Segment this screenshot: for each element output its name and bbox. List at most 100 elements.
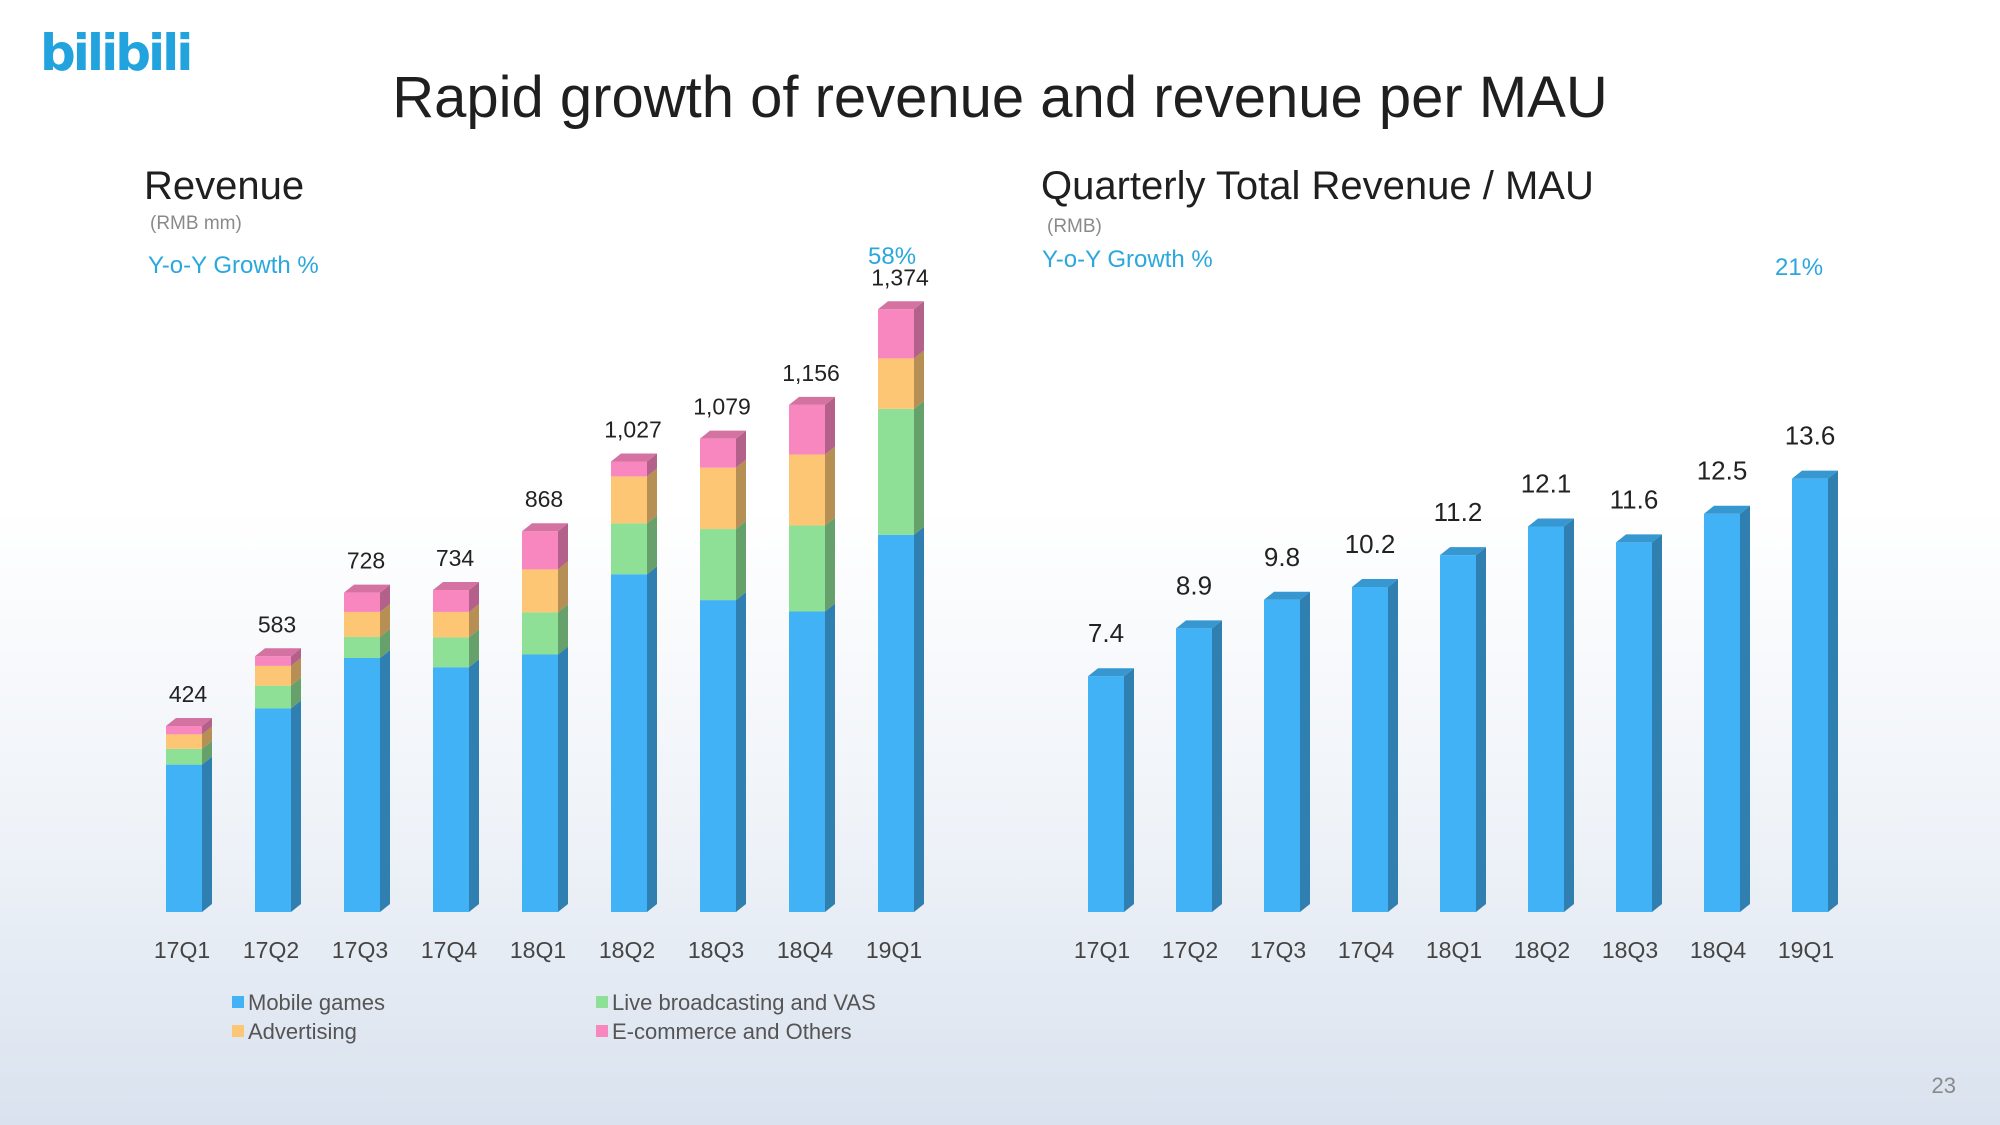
legend-label: Live broadcasting and VAS	[612, 990, 876, 1015]
bar-value-label: 9.8	[1264, 542, 1300, 572]
bar-segment-advertising	[789, 446, 835, 526]
mau-growth-label: Y-o-Y Growth %	[1042, 246, 1213, 273]
legend-label: Mobile games	[248, 990, 385, 1015]
revenue-chart: 424 17Q1 583 17Q2 728 17Q3 734 17Q4 868 18Q1 1,027…	[154, 264, 929, 963]
page-number: 23	[1931, 1073, 1956, 1098]
bar-segment-e-commerce-and-others	[878, 301, 924, 359]
bar-segment-live-broadcasting-and-vas	[611, 515, 657, 575]
mau-growth-value: 21%	[1775, 254, 1824, 281]
x-tick-label: 18Q3	[688, 937, 744, 963]
legend-item-live-broadcasting: Live broadcasting and VAS	[596, 990, 876, 1016]
bar-total-label: 868	[525, 486, 563, 512]
bar-segment-e-commerce-and-others	[522, 523, 568, 570]
bar-total-label: 583	[258, 611, 296, 637]
bar-segment-mobile-games	[700, 592, 746, 912]
bar-segment-advertising	[166, 726, 212, 749]
x-tick-label: 17Q4	[421, 937, 477, 963]
bar-segment-e-commerce-and-others	[611, 453, 657, 477]
bar-revenue-per-mau	[1528, 518, 1574, 912]
bar-segment-live-broadcasting-and-vas	[700, 521, 746, 601]
bar-total-label: 1,374	[871, 264, 929, 290]
bar-revenue-per-mau	[1264, 591, 1310, 912]
bar-value-label: 11.2	[1434, 497, 1483, 527]
x-tick-label: 19Q1	[866, 937, 922, 963]
x-tick-label: 18Q4	[777, 937, 833, 963]
mau-chart-title: Quarterly Total Revenue / MAU	[1041, 164, 1594, 208]
bar-revenue-per-mau	[1088, 668, 1134, 912]
bar-segment-advertising	[344, 603, 390, 637]
bar-segment-live-broadcasting-and-vas	[344, 628, 390, 659]
legend-swatch-mobile-games	[232, 996, 244, 1009]
bar-segment-advertising	[611, 468, 657, 524]
x-tick-label: 19Q1	[1778, 937, 1834, 963]
bar-value-label: 7.4	[1088, 618, 1124, 648]
bar-value-label: 12.1	[1521, 468, 1572, 498]
bar-segment-live-broadcasting-and-vas	[166, 740, 212, 765]
legend-swatch-advertising	[232, 1025, 244, 1038]
x-tick-label: 17Q2	[243, 937, 299, 963]
bar-segment-mobile-games	[878, 526, 924, 912]
bar-segment-live-broadcasting-and-vas	[433, 629, 479, 668]
bar-segment-advertising	[255, 657, 301, 686]
bar-segment-advertising	[433, 603, 479, 638]
x-tick-label: 18Q3	[1602, 937, 1658, 963]
bar-revenue-per-mau	[1704, 505, 1750, 912]
bilibili-logo: bilibili	[40, 24, 193, 82]
bar-segment-e-commerce-and-others	[700, 430, 746, 468]
bar-value-label: 11.6	[1610, 484, 1659, 514]
bar-total-label: 1,027	[604, 416, 662, 442]
bar-value-label: 13.6	[1785, 421, 1836, 451]
revenue-growth-value: 58%	[868, 243, 917, 270]
bar-revenue-per-mau	[1616, 534, 1662, 912]
x-tick-label: 18Q1	[1426, 937, 1482, 963]
x-tick-label: 17Q3	[332, 937, 388, 963]
bar-total-label: 1,156	[782, 360, 840, 386]
x-tick-label: 17Q3	[1250, 937, 1306, 963]
x-tick-label: 17Q1	[154, 937, 210, 963]
x-tick-label: 18Q1	[510, 937, 566, 963]
bar-total-label: 734	[436, 545, 475, 571]
bar-total-label: 1,079	[693, 394, 751, 420]
legend-label: E-commerce and Others	[612, 1019, 852, 1044]
bar-segment-live-broadcasting-and-vas	[255, 677, 301, 709]
bar-segment-advertising	[878, 350, 924, 409]
slide-title: Rapid growth of revenue and revenue per …	[392, 65, 1608, 130]
x-tick-label: 17Q4	[1338, 937, 1394, 963]
bar-segment-mobile-games	[522, 646, 568, 912]
legend-label: Advertising	[248, 1019, 357, 1044]
legend-item-ecommerce: E-commerce and Others	[596, 1019, 852, 1045]
legend-item-mobile-games: Mobile games	[232, 990, 385, 1016]
legend-swatch-ecommerce	[596, 1025, 608, 1038]
bar-value-label: 10.2	[1345, 529, 1396, 559]
bar-revenue-per-mau	[1352, 579, 1398, 912]
x-tick-label: 18Q2	[1514, 937, 1570, 963]
bar-value-label: 12.5	[1697, 456, 1748, 486]
bar-segment-e-commerce-and-others	[344, 584, 390, 612]
bar-segment-mobile-games	[255, 700, 301, 912]
x-tick-label: 17Q1	[1074, 937, 1130, 963]
bar-segment-live-broadcasting-and-vas	[878, 400, 924, 535]
mau-chart: 7.4 17Q1 8.9 17Q2 9.8 17Q3 10.2 17Q4 11.2 18Q1 12.…	[1074, 421, 1838, 963]
bar-segment-e-commerce-and-others	[789, 396, 835, 455]
revenue-chart-title: Revenue	[144, 164, 305, 208]
bar-segment-live-broadcasting-and-vas	[789, 517, 835, 612]
revenue-growth-label: Y-o-Y Growth %	[148, 252, 319, 279]
x-tick-label: 18Q2	[599, 937, 655, 963]
bar-revenue-per-mau	[1792, 470, 1838, 912]
x-tick-label: 18Q4	[1690, 937, 1746, 963]
bar-segment-advertising	[700, 459, 746, 530]
legend-item-advertising: Advertising	[232, 1019, 357, 1045]
bar-segment-e-commerce-and-others	[255, 648, 301, 666]
bar-segment-mobile-games	[611, 566, 657, 912]
bar-total-label: 424	[169, 681, 208, 707]
bar-revenue-per-mau	[1440, 547, 1486, 912]
revenue-chart-unit: (RMB mm)	[150, 213, 242, 234]
bar-segment-mobile-games	[344, 650, 390, 912]
mau-chart-unit: (RMB)	[1047, 216, 1102, 237]
bar-value-label: 8.9	[1176, 570, 1212, 600]
bar-revenue-per-mau	[1176, 620, 1222, 912]
bar-segment-advertising	[522, 561, 568, 613]
x-tick-label: 17Q2	[1162, 937, 1218, 963]
bar-total-label: 728	[347, 548, 385, 574]
